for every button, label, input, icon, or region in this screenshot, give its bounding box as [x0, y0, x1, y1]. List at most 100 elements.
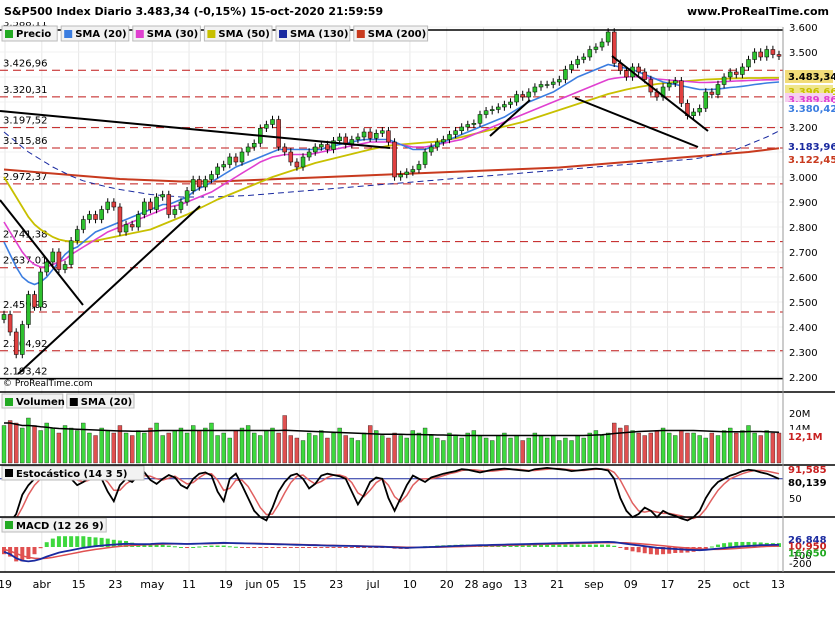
macd-histogram-bar	[752, 542, 757, 547]
macd-histogram-bar	[343, 547, 348, 548]
volume-bar	[441, 440, 446, 464]
legend-label: SMA (30)	[147, 29, 198, 40]
volume-bar	[453, 435, 458, 464]
candle-body	[209, 174, 214, 180]
candle-body	[68, 240, 74, 265]
macd-histogram-bar	[75, 536, 80, 547]
macd-histogram-bar	[703, 547, 708, 549]
candle-body	[746, 59, 751, 68]
volume-bar	[26, 417, 31, 464]
legend-label: SMA (130)	[290, 29, 348, 40]
volume-bar	[618, 427, 623, 464]
sma200-line	[3, 147, 780, 183]
volume-bar	[313, 435, 318, 464]
macd-histogram-bar	[105, 538, 110, 547]
volume-bar	[32, 425, 37, 464]
macd-histogram-bar	[294, 547, 299, 548]
volume-bar	[416, 432, 422, 464]
legend-swatch	[69, 398, 78, 406]
price-badge-bg	[785, 140, 833, 153]
candle-body	[105, 201, 110, 210]
volume-bar	[624, 425, 629, 464]
macd-histogram-bar	[111, 539, 116, 547]
chart-canvas: 19 abr 15 23 may 11 19 jun 05 15 23 jul 10 20 28 ago 1…	[0, 22, 835, 591]
trend-line	[611, 55, 709, 132]
volume-bar	[325, 437, 330, 464]
candle-body	[593, 46, 599, 50]
candle-body	[355, 136, 361, 140]
candle-body	[532, 86, 538, 93]
candle-body	[203, 179, 208, 188]
candle-body	[312, 146, 318, 153]
volume-bar	[490, 440, 495, 464]
volume-bar	[1, 425, 7, 464]
candle-body	[599, 41, 605, 48]
macd-histogram-bar	[2, 547, 6, 555]
macd-histogram-bar	[307, 547, 312, 548]
macd-line	[3, 540, 780, 563]
candle-body	[520, 94, 525, 98]
macd-histogram-bar	[197, 546, 202, 548]
x-tick-label: 09	[624, 578, 638, 591]
x-tick-label: 19	[0, 578, 12, 591]
macd-histogram-bar	[26, 547, 31, 559]
macd-histogram-bar	[715, 544, 720, 547]
candle-body	[306, 151, 312, 158]
volume-bar	[563, 437, 568, 464]
volume-bar	[20, 427, 25, 464]
candle-body	[776, 54, 782, 57]
volume-bar	[191, 425, 196, 464]
volume-bar	[709, 432, 715, 464]
volume-bar	[532, 432, 538, 464]
volume-bar	[703, 437, 708, 464]
sma130-line	[3, 130, 780, 198]
volume-bar	[270, 427, 275, 464]
macd-histogram-bar	[740, 541, 745, 547]
volume-bar	[410, 430, 416, 464]
macd-histogram-bar	[239, 547, 244, 548]
candle-body	[557, 79, 562, 83]
x-tick-label: 10	[403, 578, 417, 591]
macd-histogram-bar	[355, 547, 360, 548]
macd-histogram-bar	[166, 545, 171, 547]
candle-body	[502, 104, 507, 108]
candle-body	[245, 146, 251, 153]
volume-bar	[398, 435, 403, 464]
volume-bar	[136, 430, 141, 464]
macd-histogram-bar	[20, 547, 25, 562]
candle-body	[441, 139, 446, 143]
candle-body	[129, 224, 135, 228]
legend-label: Volumen	[16, 397, 65, 408]
level-label: 2.637,01	[3, 256, 48, 267]
volume-bar	[62, 425, 68, 464]
candle-body	[227, 156, 233, 165]
legend-label: Precio	[16, 29, 51, 40]
macd-histogram-bar	[539, 544, 544, 547]
stoch-tick: 50	[789, 494, 802, 505]
x-tick-label: 11	[182, 578, 196, 591]
x-tick-label: 25	[697, 578, 711, 591]
trend-line	[0, 110, 391, 149]
candle-body	[691, 111, 696, 116]
price-badge: 3.483,34	[788, 72, 835, 83]
volume-tick: 14M	[789, 424, 810, 435]
legend-item	[353, 25, 429, 42]
price-badge: 3.380,42	[788, 104, 835, 115]
macd-histogram-bar	[600, 544, 605, 547]
volume-bar	[660, 427, 666, 464]
candle-body	[770, 49, 776, 55]
macd-histogram-bar	[648, 547, 653, 555]
volume-bar	[776, 432, 782, 464]
macd-badge: 10,950	[788, 542, 827, 553]
candle-body	[428, 146, 434, 153]
legend-swatch	[5, 469, 13, 477]
chart-title: S&P500 Index Diario 3.483,34 (-0,15%) 15…	[4, 5, 384, 18]
volume-bar	[764, 430, 769, 464]
candle-body	[264, 124, 269, 129]
candle-body	[325, 144, 330, 150]
candle-body	[404, 171, 410, 175]
legend-item	[1, 393, 64, 409]
volume-bar	[361, 432, 367, 464]
volume-bar	[435, 437, 440, 464]
price-badge: 3.183,96	[788, 142, 835, 153]
